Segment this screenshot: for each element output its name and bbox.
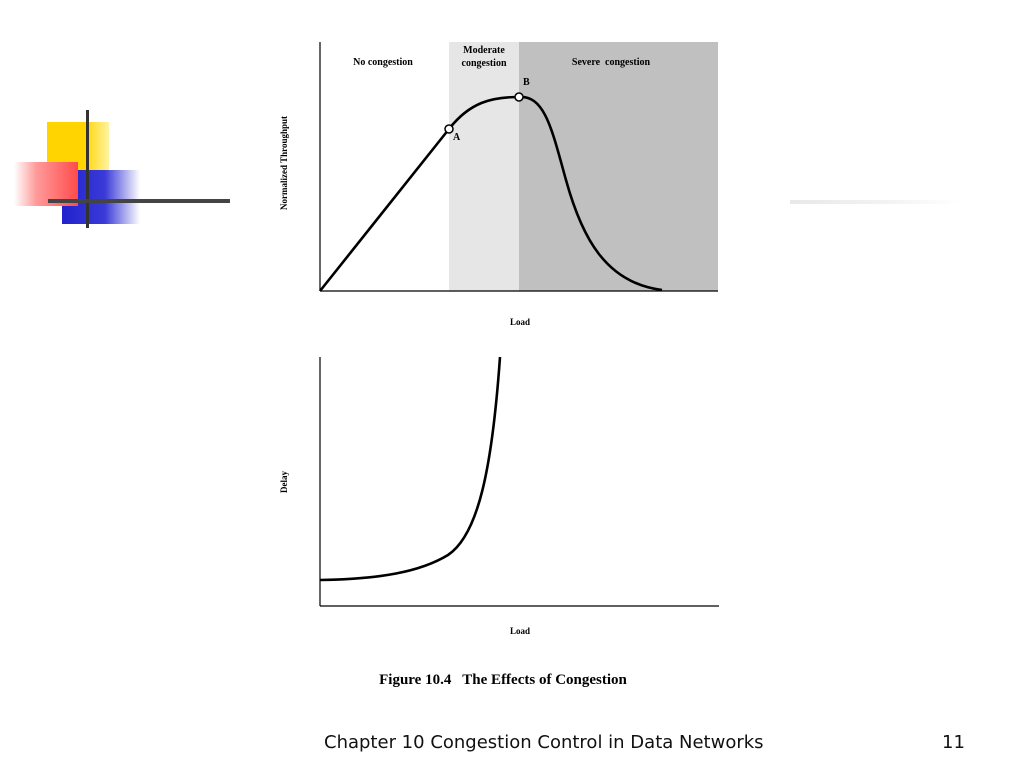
point-b-label: B — [523, 77, 530, 88]
delay-y-axis-label: Delay — [279, 471, 289, 493]
delay-curve — [319, 356, 502, 582]
horizontal-rule-decor — [48, 199, 230, 203]
throughput-x-axis-label: Load — [510, 317, 530, 327]
region-label-severe-congestion: Severe congestion — [572, 57, 651, 68]
region-no-congestion — [320, 42, 449, 291]
slide-footer-title: Chapter 10 Congestion Control in Data Ne… — [324, 732, 764, 753]
red-square-decor — [14, 162, 78, 206]
region-severe-congestion — [519, 42, 718, 291]
throughput-y-axis-label: Normalized Throughput — [279, 116, 289, 210]
point-b-marker — [514, 92, 524, 102]
region-label-moderate-line2: congestion — [462, 58, 507, 69]
region-moderate-congestion — [449, 42, 519, 291]
figure-caption: Figure 10.4 The Effects of Congestion — [379, 672, 627, 688]
point-a-label: A — [453, 132, 461, 143]
delay-chart: Delay Load — [279, 356, 719, 636]
point-a-marker — [444, 124, 454, 134]
region-label-moderate-line1: Moderate — [463, 45, 505, 56]
slide-page-number: 11 — [942, 732, 965, 753]
right-rule-decor — [790, 200, 960, 204]
vertical-rule-decor — [86, 110, 89, 228]
throughput-curve — [318, 95, 663, 292]
throughput-chart: No congestion Moderate congestion Severe… — [279, 42, 718, 327]
delay-x-axis-label: Load — [510, 626, 530, 636]
region-label-no-congestion: No congestion — [353, 57, 413, 68]
